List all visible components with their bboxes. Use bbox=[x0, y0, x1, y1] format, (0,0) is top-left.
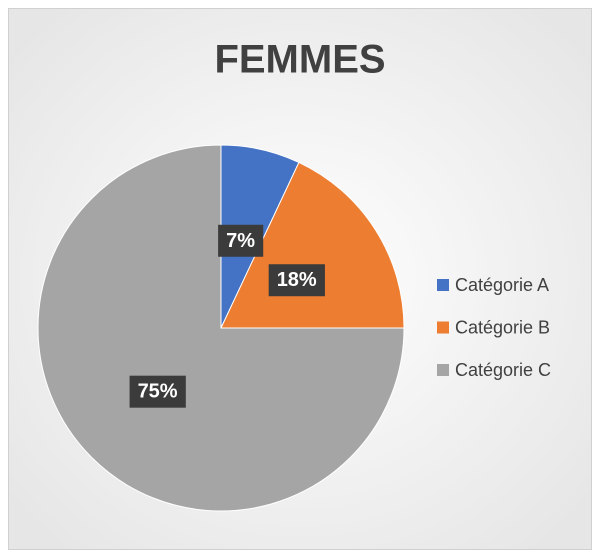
pie-slice bbox=[220, 161, 405, 329]
data-label: 7% bbox=[226, 230, 255, 252]
data-label-box bbox=[218, 224, 264, 257]
legend-swatch bbox=[437, 279, 449, 291]
legend-label: Catégorie C bbox=[455, 360, 551, 380]
legend-label: Catégorie B bbox=[455, 317, 550, 337]
legend-label: Catégorie A bbox=[455, 275, 549, 295]
legend-swatch bbox=[437, 321, 449, 334]
data-label-box bbox=[268, 264, 325, 297]
pie-slice bbox=[37, 144, 405, 512]
chart-title: FEMMES bbox=[214, 38, 385, 82]
data-label: 18% bbox=[277, 269, 317, 291]
legend-swatch bbox=[437, 364, 449, 376]
data-label-box bbox=[129, 375, 186, 408]
data-label: 75% bbox=[138, 381, 178, 403]
